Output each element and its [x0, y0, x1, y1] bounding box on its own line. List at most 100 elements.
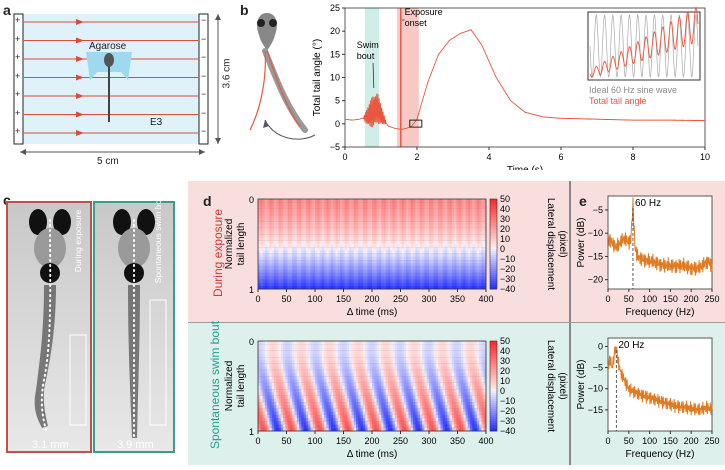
heatmap-cell [281, 383, 284, 387]
heatmap-cell [461, 383, 464, 387]
heatmap-cell [399, 250, 402, 254]
heatmap-cell [301, 341, 304, 345]
heatmap-cell [367, 354, 370, 358]
heatmap-cell [445, 254, 448, 258]
heatmap-cell [456, 205, 459, 209]
heatmap-cell [418, 392, 421, 396]
heatmap-cell [472, 392, 475, 396]
heatmap-cell [347, 373, 350, 377]
heatmap-cell [406, 357, 409, 361]
heatmap-cell [459, 205, 462, 209]
heatmap-cell [299, 267, 302, 271]
heatmap-cell [470, 244, 473, 248]
heatmap-cell [395, 370, 398, 374]
heatmap-cell [349, 202, 352, 206]
heatmap-cell [358, 225, 361, 229]
heatmap-cell [422, 344, 425, 348]
heatmap-cell [265, 241, 268, 245]
heatmap-cell [336, 215, 339, 219]
heatmap-cell [418, 222, 421, 226]
heatmap-cell [340, 341, 343, 345]
heatmap-cell [415, 205, 418, 209]
heatmap-cell [315, 402, 318, 406]
heatmap-cell [479, 244, 482, 248]
heatmap-cell [320, 341, 323, 345]
heatmap-cell [477, 228, 480, 232]
heatmap-cell [285, 347, 288, 351]
heatmap-cell [397, 386, 400, 390]
heatmap-cell [294, 351, 297, 355]
heatmap-cell [420, 357, 423, 361]
heatmap-cell [381, 215, 384, 219]
heatmap-cell [260, 244, 263, 248]
heatmap-cell [363, 267, 366, 271]
heatmap-cell [381, 202, 384, 206]
heatmap-cell [265, 283, 268, 287]
heatmap-cell [443, 215, 446, 219]
heatmap-cell [456, 399, 459, 403]
heatmap-cell [450, 254, 453, 258]
heatmap-cell [468, 351, 471, 355]
heatmap-cell [361, 273, 364, 277]
heatmap-cell [304, 402, 307, 406]
heatmap-cell [310, 247, 313, 251]
heatmap-cell [463, 273, 466, 277]
heatmap-cell [283, 263, 286, 267]
heatmap-cell [276, 341, 279, 345]
heatmap-cell [308, 205, 311, 209]
heatmap-cell [459, 364, 462, 368]
heatmap-cell [399, 257, 402, 261]
heatmap-cell [290, 257, 293, 261]
heatmap-cell [365, 392, 368, 396]
heatmap-cell [361, 360, 364, 364]
heatmap-cell [263, 402, 266, 406]
heatmap-cell [411, 267, 414, 271]
heatmap-cell [281, 270, 284, 274]
heatmap-cell [459, 392, 462, 396]
heatmap-cell [427, 244, 430, 248]
colorbar-tick-label: −10 [500, 254, 515, 264]
heatmap-cell [452, 209, 455, 213]
heatmap-cell [377, 205, 380, 209]
heatmap-cell [408, 389, 411, 393]
heatmap-cell [374, 218, 377, 222]
heatmap-cell [445, 215, 448, 219]
heatmap-cell [399, 222, 402, 226]
heatmap-cell [331, 218, 334, 222]
heatmap-cell [285, 260, 288, 264]
heatmap-cell [342, 347, 345, 351]
heatmap-cell [470, 360, 473, 364]
heatmap-cell [363, 386, 366, 390]
heatmap-cell [370, 234, 373, 238]
heatmap-cell [372, 250, 375, 254]
heatmap-cell [472, 373, 475, 377]
heatmap-cell [279, 260, 282, 264]
heatmap-cell [468, 396, 471, 400]
heatmap-cell [388, 370, 391, 374]
heatmap-cell [395, 402, 398, 406]
heatmap-cell [463, 215, 466, 219]
minus-sign: − [201, 15, 206, 25]
heatmap-cell [347, 244, 350, 248]
heatmap-cell [456, 357, 459, 361]
heatmap-cell [481, 231, 484, 235]
heatmap-cell [481, 283, 484, 287]
heatmap-cell [377, 222, 380, 226]
heatmap-cell [388, 202, 391, 206]
heatmap-cell [356, 279, 359, 283]
heatmap-cell [263, 386, 266, 390]
heatmap-cell [427, 354, 430, 358]
heatmap-cell [440, 396, 443, 400]
heatmap-cell [342, 380, 345, 384]
heatmap-cell [436, 383, 439, 387]
heatmap-cell [397, 367, 400, 371]
heatmap-cell [324, 205, 327, 209]
heatmap-cell [479, 367, 482, 371]
heatmap-cell [470, 222, 473, 226]
heatmap-cell [422, 228, 425, 232]
heatmap-cell [331, 276, 334, 280]
heatmap-cell [292, 347, 295, 351]
heatmap-cell [465, 254, 468, 258]
heatmap-cell [322, 205, 325, 209]
heatmap-cell [404, 267, 407, 271]
